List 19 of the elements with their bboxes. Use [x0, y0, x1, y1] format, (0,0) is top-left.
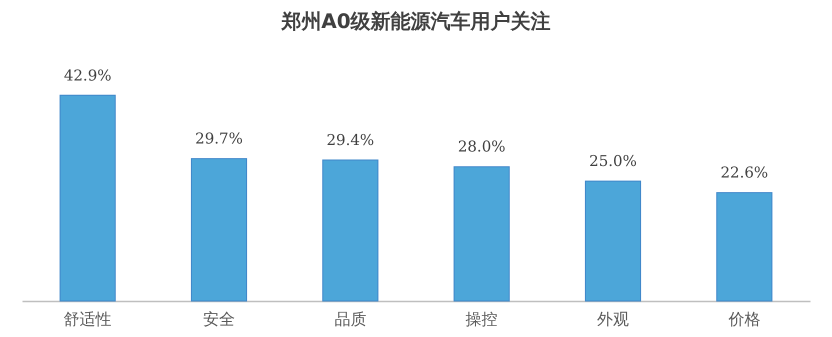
- x-tick-label: 舒适性: [64, 310, 112, 328]
- data-label: 25.0%: [589, 152, 637, 170]
- bar: [322, 160, 378, 302]
- data-label: 22.6%: [720, 164, 768, 182]
- bar: [454, 166, 510, 302]
- bar: [60, 94, 116, 302]
- data-label: 29.7%: [195, 130, 243, 148]
- chart-title: 郑州A0级新能源汽车用户关注: [280, 9, 551, 33]
- bar: [716, 192, 772, 302]
- x-tick-label: 安全: [203, 310, 235, 328]
- data-label: 29.4%: [326, 131, 374, 150]
- data-label: 28.0%: [458, 138, 506, 156]
- x-tick-label: 价格: [727, 310, 760, 328]
- x-tick-label: 外观: [597, 310, 629, 328]
- x-tick-label: 操控: [466, 310, 498, 328]
- bar: [190, 158, 248, 302]
- bar: [584, 180, 642, 302]
- x-tick-label: 品质: [334, 310, 366, 328]
- data-label: 42.9%: [64, 66, 112, 84]
